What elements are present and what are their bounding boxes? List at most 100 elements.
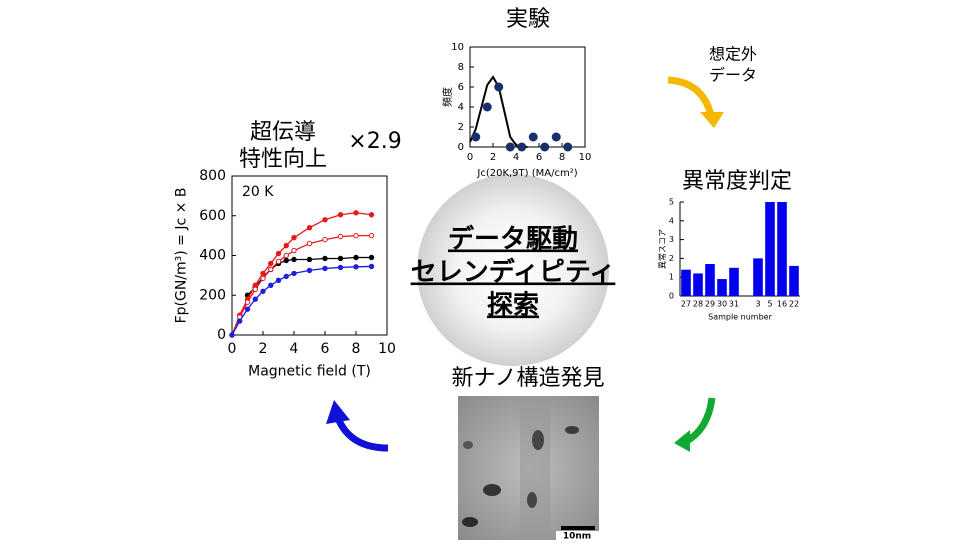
bar — [717, 279, 727, 296]
data-point — [337, 255, 344, 262]
data-point — [291, 270, 297, 277]
data-point — [368, 254, 375, 261]
data-point — [306, 240, 313, 247]
scale-bar-label: 10nm — [563, 532, 591, 542]
x-tick-label: 5 — [767, 300, 772, 309]
data-point — [540, 142, 550, 152]
y-tick-label: 400 — [199, 248, 226, 264]
x-axis-label: Jc(20K,9T) (MA/cm²) — [476, 168, 577, 179]
y-tick-label: 200 — [199, 287, 226, 303]
chart-title: 超伝導 — [250, 120, 316, 145]
x-axis-label: Sample number — [708, 312, 772, 321]
data-line — [231, 265, 372, 336]
y-axis-label: Fp(GN/m³) = Jc × B — [174, 188, 190, 324]
data-point — [291, 234, 297, 241]
annotation: 20 K — [242, 184, 274, 200]
data-point — [337, 264, 344, 271]
data-point — [322, 255, 328, 262]
data-point — [471, 132, 481, 142]
x-tick-label: 10 — [378, 341, 396, 357]
data-point — [244, 306, 251, 312]
chart-title: 特性向上 — [239, 147, 327, 172]
x-tick-label: 8 — [352, 341, 361, 357]
data-point — [306, 224, 313, 231]
annotation: ×2.9 — [348, 129, 401, 154]
x-tick-label: 6 — [321, 341, 330, 357]
y-tick-label: 6 — [458, 82, 464, 93]
y-tick-label: 800 — [199, 168, 226, 184]
x-tick-label: 28 — [693, 300, 703, 309]
data-point — [322, 217, 328, 223]
data-point — [229, 332, 235, 338]
data-point — [260, 275, 266, 282]
flow-label: データ — [709, 66, 757, 85]
data-point — [283, 273, 289, 280]
data-point — [368, 263, 375, 270]
flow-label: 新ナノ構造発見 — [452, 366, 605, 391]
x-tick-label: 16 — [777, 300, 787, 309]
y-tick-label: 0 — [217, 327, 226, 343]
x-tick-label: 2 — [259, 341, 268, 357]
data-point — [275, 250, 282, 257]
x-tick-label: 4 — [513, 152, 519, 163]
y-tick-label: 10 — [451, 42, 464, 53]
x-tick-label: 29 — [705, 300, 715, 309]
flow-label: 想定外 — [709, 45, 757, 64]
data-line — [231, 212, 372, 336]
data-point — [283, 257, 289, 264]
data-point — [252, 286, 258, 292]
x-tick-label: 0 — [228, 341, 237, 357]
x-tick-label: 6 — [536, 152, 542, 163]
data-point — [291, 256, 297, 263]
data-point — [268, 282, 274, 289]
data-point — [353, 254, 359, 261]
data-point — [368, 232, 375, 239]
data-point — [494, 82, 504, 92]
x-tick-label: 4 — [290, 341, 299, 357]
bar — [729, 267, 739, 296]
data-point — [268, 266, 274, 273]
x-tick-label: 27 — [681, 300, 691, 309]
y-tick-label: 0 — [458, 142, 464, 153]
data-point — [337, 212, 344, 218]
data-point — [268, 260, 274, 267]
plot-frame — [469, 46, 586, 148]
center-circle — [417, 174, 609, 366]
x-tick-label: 22 — [789, 300, 799, 309]
data-point — [482, 102, 492, 112]
data-point — [322, 236, 328, 243]
x-tick-label: 8 — [559, 152, 565, 163]
y-tick-label: 3 — [669, 235, 674, 244]
data-point — [283, 252, 289, 259]
arrowhead — [700, 112, 724, 128]
x-tick-label: 3 — [755, 300, 760, 309]
bar — [705, 264, 715, 296]
y-tick-label: 2 — [669, 254, 674, 263]
data-point — [291, 247, 297, 254]
x-tick-label: 10 — [579, 152, 592, 163]
data-point — [275, 277, 282, 284]
data-point — [353, 210, 359, 216]
bar — [765, 202, 775, 296]
bar — [789, 265, 799, 296]
data-point — [551, 132, 561, 142]
bar — [753, 258, 763, 296]
data-point — [563, 142, 573, 152]
data-point — [260, 270, 266, 277]
y-tick-label: 4 — [458, 102, 464, 113]
tem-image: 10nm — [458, 396, 599, 542]
bar — [777, 202, 787, 296]
x-axis-label: Magnetic field (T) — [248, 363, 371, 379]
center-text: セレンディピティ — [411, 257, 616, 288]
y-tick-label: 1 — [669, 273, 674, 282]
data-point — [237, 318, 243, 324]
data-point — [306, 267, 313, 274]
arrow — [334, 416, 389, 452]
data-point — [275, 258, 282, 265]
y-tick-label: 2 — [458, 122, 464, 133]
data-point — [260, 288, 266, 294]
x-tick-label: 30 — [717, 300, 727, 309]
y-tick-label: 4 — [669, 216, 674, 225]
data-point — [322, 265, 328, 272]
